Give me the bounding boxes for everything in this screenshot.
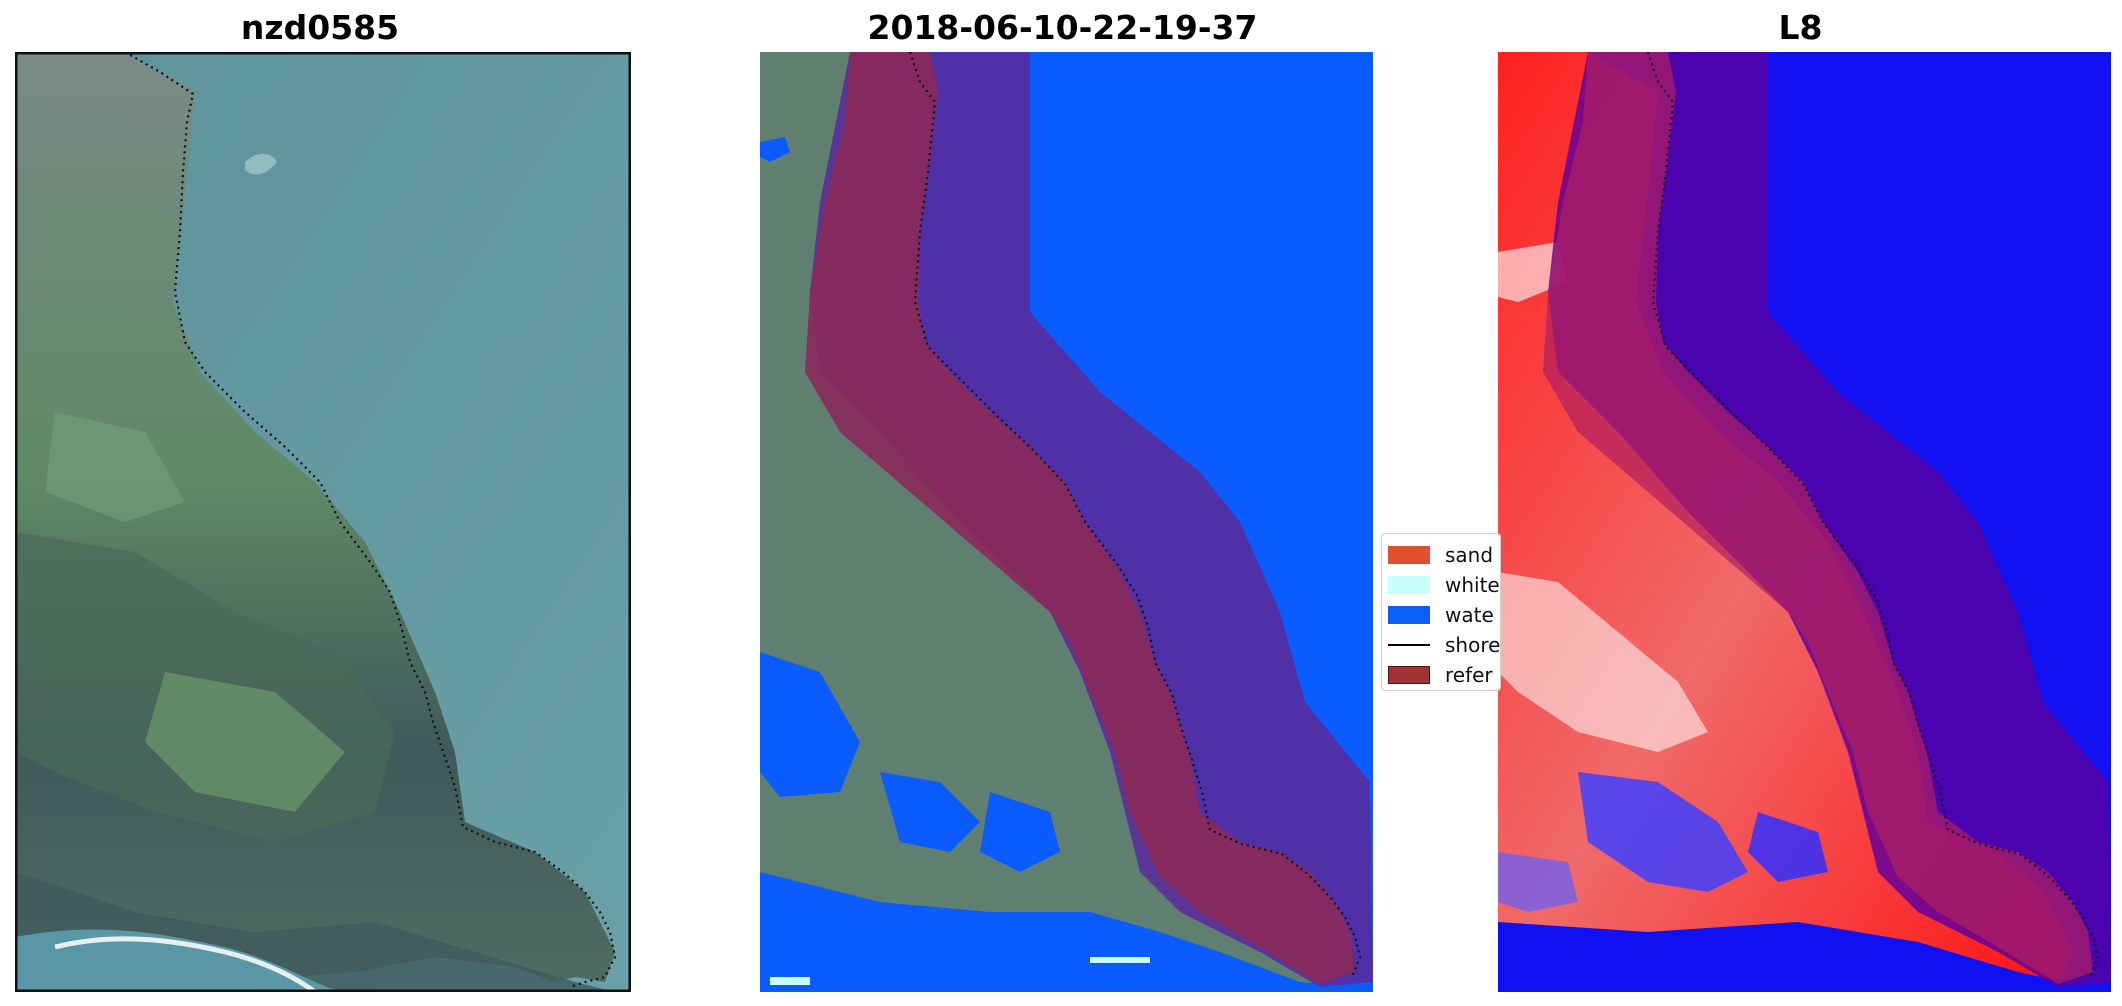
panel-title-index: L8 <box>1778 8 1823 47</box>
water-swatch <box>1388 606 1430 624</box>
rgb-image-panel <box>15 52 631 992</box>
index-panel <box>1498 52 2111 992</box>
legend-item-sand: sand <box>1388 542 1493 568</box>
sand-swatch <box>1388 546 1430 564</box>
panel-title-rgb: nzd0585 <box>240 8 400 47</box>
index-image <box>1498 52 2111 992</box>
legend-item-reference: refer <box>1388 662 1493 688</box>
legend-item-shoreline: shore <box>1388 632 1500 658</box>
reference-swatch <box>1388 666 1430 684</box>
shoreline-trace <box>1646 52 2100 978</box>
legend-item-whitewater: white <box>1388 572 1500 598</box>
shoreline-trace <box>908 52 1362 978</box>
panel-title-classification: 2018-06-10-22-19-37 <box>867 8 1258 47</box>
rgb-satellite-image <box>15 52 631 992</box>
classification-panel <box>760 52 1373 992</box>
classification-legend: sand white wate shore refer <box>1381 533 1501 691</box>
legend-item-water: wate <box>1388 602 1494 628</box>
classification-image <box>760 52 1373 992</box>
shoreline-trace <box>124 52 617 989</box>
whitewater-swatch <box>1388 576 1430 594</box>
shoreline-line-sample <box>1388 644 1430 646</box>
